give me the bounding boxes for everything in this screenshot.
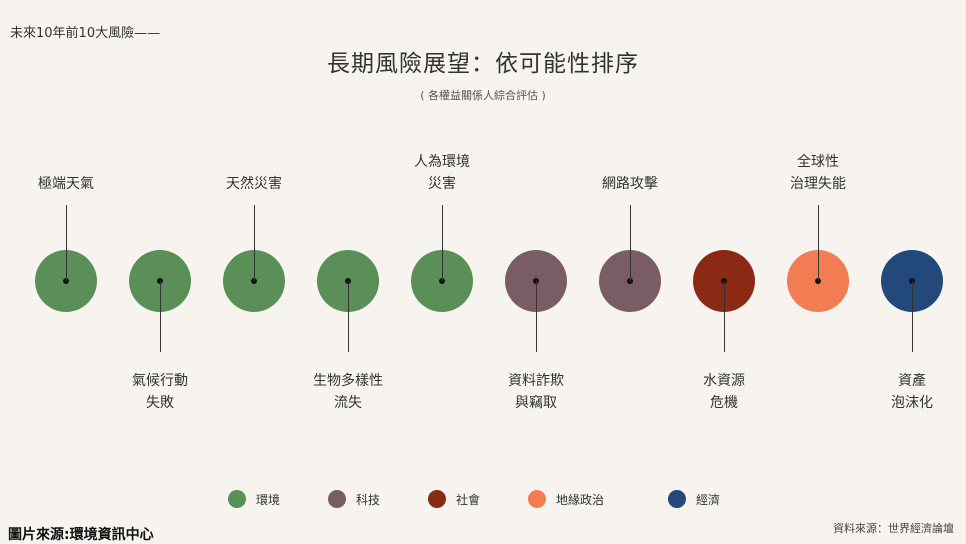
risk-label-4: 生物多樣性 流失 (288, 370, 408, 414)
risk-connector-4 (347, 281, 349, 352)
header-tag: 未來10年前10大風險—— (10, 26, 161, 41)
risk-label-line: 與竊取 (515, 395, 557, 411)
risk-label-line: 極端天氣 (38, 176, 94, 192)
risk-label-line: 全球性 (797, 154, 839, 170)
risk-connector-10 (911, 281, 913, 352)
risk-connector-2 (159, 281, 161, 352)
legend-swatch (668, 490, 686, 508)
risk-connector-5 (441, 205, 443, 281)
risk-label-9: 全球性 治理失能 (758, 151, 878, 195)
legend-label: 經濟 (696, 492, 721, 507)
risk-label-3: 天然災害 (194, 173, 314, 195)
risk-label-10: 資產 泡沫化 (852, 370, 966, 414)
risk-label-line: 資產 (898, 373, 926, 389)
risk-label-7: 網路攻擊 (570, 173, 690, 195)
risk-dot-7 (627, 278, 633, 284)
legend-item: 地緣政治 (528, 490, 604, 508)
risk-label-line: 氣候行動 (132, 373, 188, 389)
risk-label-5: 人為環境 災害 (382, 151, 502, 195)
risk-label-line: 失敗 (146, 395, 174, 411)
risk-dot-9 (815, 278, 821, 284)
risk-label-line: 危機 (710, 395, 738, 411)
risk-label-line: 資料詐欺 (508, 373, 564, 389)
legend-label: 環境 (256, 492, 281, 507)
risk-label-line: 流失 (334, 395, 362, 411)
risk-connector-1 (65, 205, 67, 281)
risk-label-8: 水資源 危機 (664, 370, 784, 414)
legend-label: 科技 (356, 492, 381, 507)
risk-connector-8 (723, 281, 725, 352)
risk-label-line: 網路攻擊 (602, 176, 658, 192)
risk-connector-7 (629, 205, 631, 281)
legend-item: 社會 (428, 490, 480, 508)
risk-label-line: 生物多樣性 (313, 373, 383, 389)
risk-label-line: 災害 (428, 176, 456, 192)
risk-dot-1 (63, 278, 69, 284)
legend-label: 地緣政治 (556, 492, 605, 507)
legend-item: 環境 (228, 490, 280, 508)
legend-item: 經濟 (668, 490, 720, 508)
risk-dot-5 (439, 278, 445, 284)
legend-swatch (428, 490, 446, 508)
risk-label-line: 治理失能 (790, 176, 846, 192)
legend-swatch (328, 490, 346, 508)
risk-connector-6 (535, 281, 537, 352)
legend-swatch (228, 490, 246, 508)
risk-label-line: 天然災害 (226, 176, 282, 192)
risk-connector-3 (253, 205, 255, 281)
legend-item: 科技 (328, 490, 380, 508)
page-subtitle: ( 各權益關係人綜合評估 ) (420, 89, 546, 102)
risk-label-line: 水資源 (703, 373, 745, 389)
page-title: 長期風險展望：依可能性排序 (327, 51, 639, 77)
risk-connector-9 (817, 205, 819, 281)
category-legend: 環境 科技 社會 地緣政治 經濟 (0, 490, 966, 512)
risk-dot-3 (251, 278, 257, 284)
risk-label-6: 資料詐欺 與竊取 (476, 370, 596, 414)
risk-label-line: 人為環境 (414, 154, 470, 170)
data-source: 資料來源：世界經濟論壇 (833, 522, 954, 535)
legend-swatch (528, 490, 546, 508)
risk-label-2: 氣候行動 失敗 (100, 370, 220, 414)
legend-label: 社會 (456, 492, 481, 507)
image-credit: 圖片來源:環境資訊中心 (8, 527, 154, 543)
risk-label-line: 泡沫化 (891, 395, 933, 411)
risk-label-1: 極端天氣 (6, 173, 126, 195)
